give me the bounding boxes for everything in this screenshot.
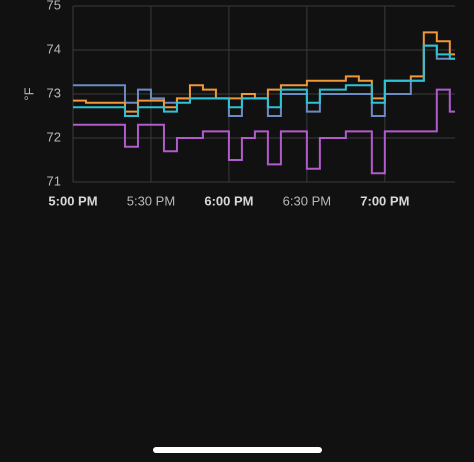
y-tick-label: 75 bbox=[47, 0, 61, 12]
y-tick-label: 74 bbox=[47, 41, 61, 56]
y-tick-label: 72 bbox=[47, 129, 61, 144]
x-tick-label: 6:00 PM bbox=[204, 193, 253, 208]
y-tick-label: 73 bbox=[47, 85, 61, 100]
series-line bbox=[73, 44, 455, 117]
y-tick-label: 71 bbox=[47, 173, 61, 188]
x-tick-label: 5:30 PM bbox=[127, 193, 175, 208]
series-line bbox=[73, 31, 455, 113]
series-line bbox=[73, 44, 455, 117]
x-tick-label: 7:00 PM bbox=[360, 193, 409, 208]
x-tick-label: 6:30 PM bbox=[283, 193, 331, 208]
y-axis-label: °F bbox=[21, 87, 36, 100]
home-indicator bbox=[153, 447, 322, 453]
series-line bbox=[73, 88, 455, 175]
x-tick-label: 5:00 PM bbox=[48, 193, 97, 208]
